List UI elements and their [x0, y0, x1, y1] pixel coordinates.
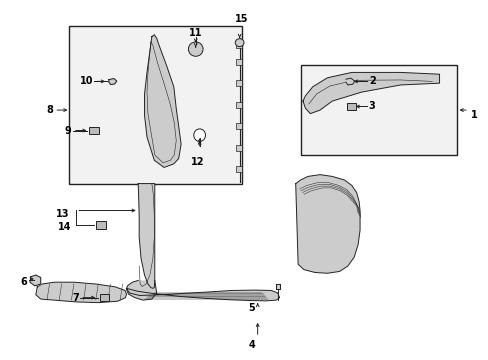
Bar	[235, 59, 241, 64]
Bar	[235, 166, 241, 172]
Text: 2: 2	[368, 76, 375, 86]
Polygon shape	[345, 78, 354, 85]
Text: 14: 14	[58, 222, 71, 231]
Text: 15: 15	[235, 14, 248, 24]
Polygon shape	[126, 288, 279, 301]
Text: 9: 9	[64, 126, 71, 135]
Polygon shape	[109, 78, 117, 85]
Text: 12: 12	[191, 157, 204, 167]
Bar	[300, 65, 456, 155]
Ellipse shape	[235, 39, 244, 46]
Ellipse shape	[188, 42, 203, 56]
Polygon shape	[126, 280, 157, 300]
Text: 6: 6	[20, 277, 27, 287]
Bar	[69, 26, 242, 184]
Text: 5: 5	[248, 303, 255, 313]
Polygon shape	[138, 184, 155, 288]
Bar	[96, 221, 105, 229]
Polygon shape	[144, 35, 181, 167]
Bar	[235, 123, 241, 129]
Text: 11: 11	[188, 28, 202, 39]
Text: 3: 3	[368, 102, 375, 112]
Polygon shape	[30, 275, 41, 286]
Ellipse shape	[193, 129, 205, 141]
Polygon shape	[276, 284, 279, 289]
Text: 13: 13	[55, 209, 69, 219]
Bar	[89, 127, 99, 134]
Polygon shape	[36, 282, 126, 303]
Bar	[235, 102, 241, 108]
Polygon shape	[303, 72, 439, 114]
Bar	[235, 145, 241, 150]
Bar	[235, 80, 241, 86]
Text: 7: 7	[72, 293, 79, 303]
Text: 1: 1	[470, 111, 477, 121]
Polygon shape	[295, 175, 359, 273]
Text: 4: 4	[248, 339, 255, 350]
Bar	[235, 42, 241, 48]
Text: 10: 10	[80, 76, 93, 86]
Text: 8: 8	[46, 105, 53, 115]
Bar	[346, 103, 355, 110]
Bar	[100, 294, 109, 301]
